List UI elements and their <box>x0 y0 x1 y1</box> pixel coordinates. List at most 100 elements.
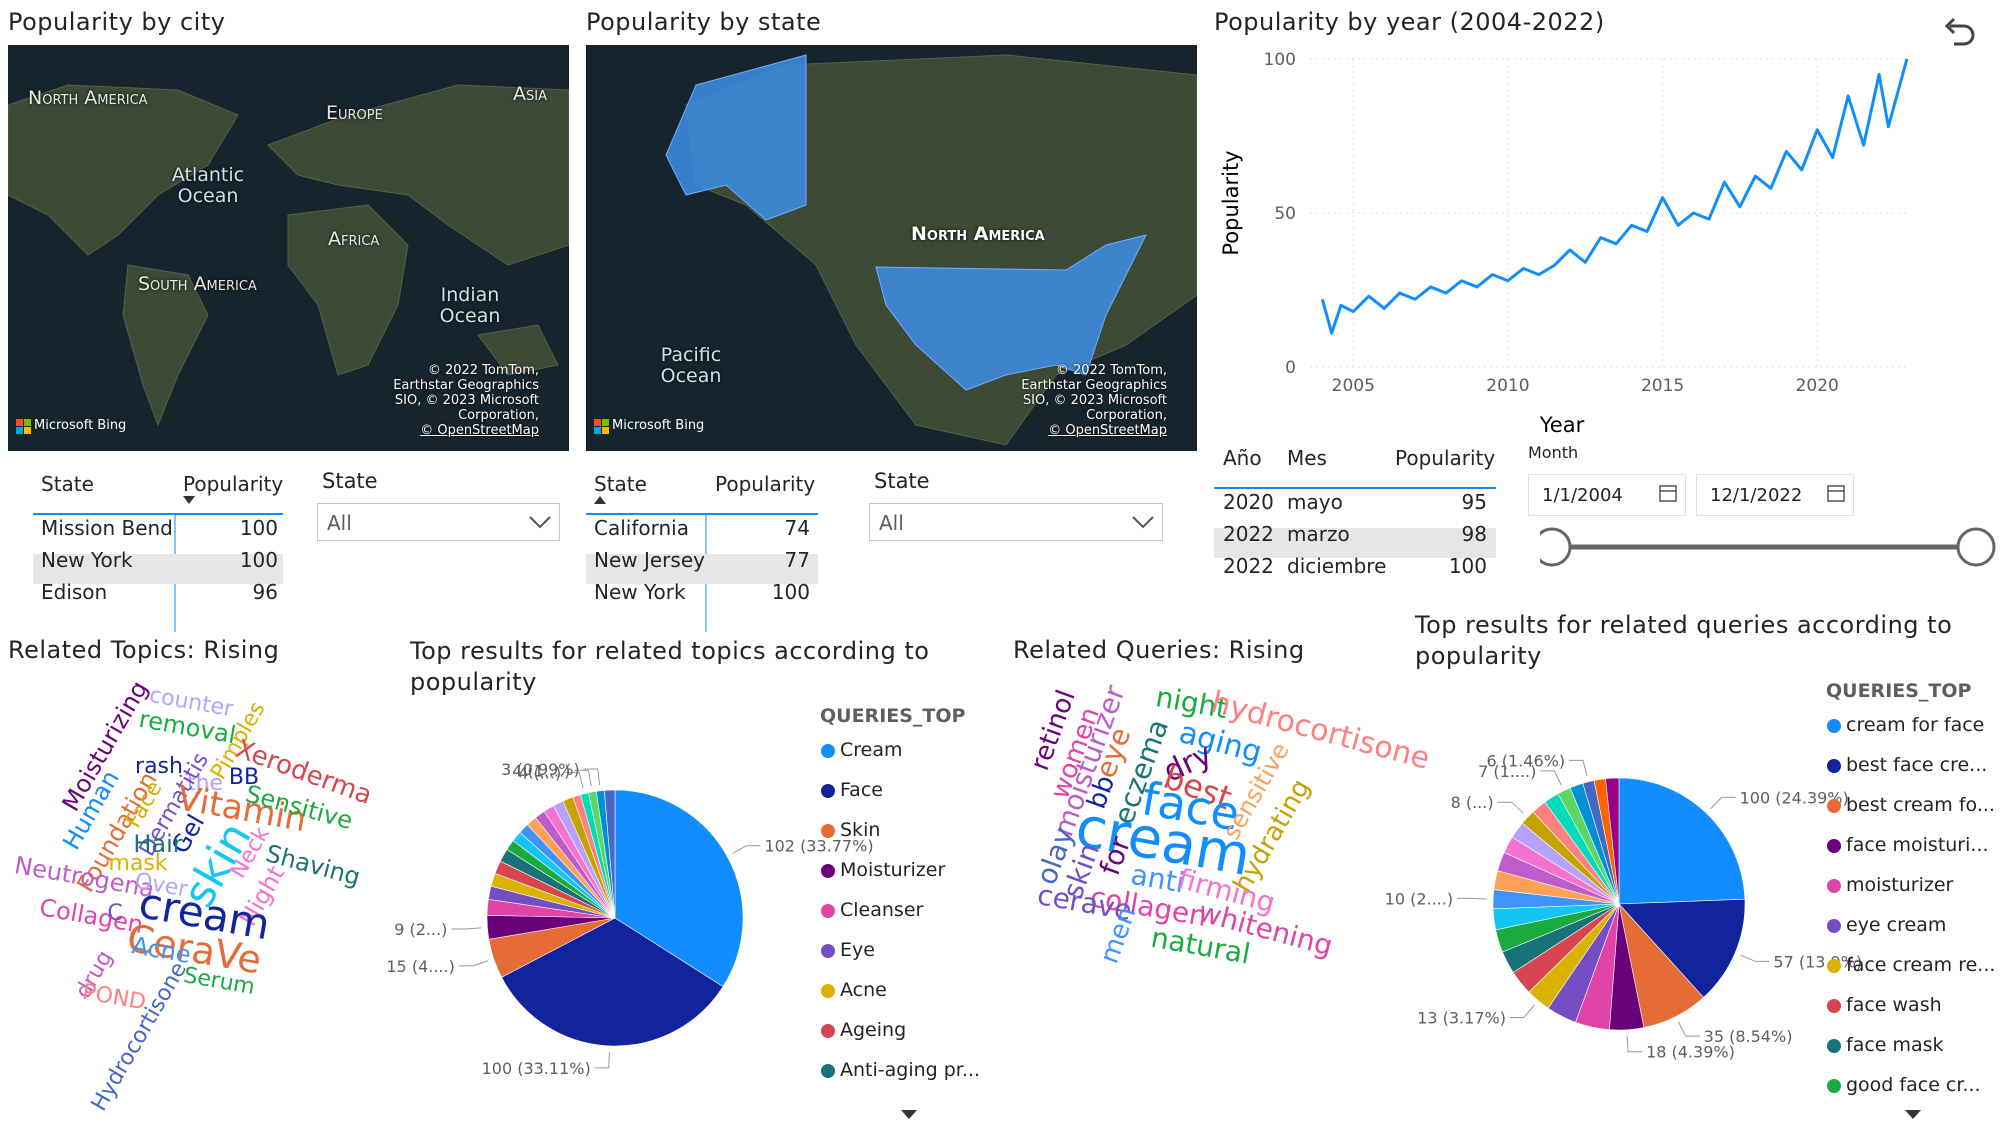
legend-entry[interactable]: best cream fo... <box>1846 794 1995 816</box>
land <box>267 84 569 266</box>
legend-entry[interactable]: Eye <box>840 939 875 961</box>
attribution-line: © 2022 TomTom, <box>1055 363 1167 378</box>
date-box[interactable] <box>1696 474 1854 516</box>
legend-entry[interactable]: face mask <box>1846 1034 1944 1056</box>
legend-dot <box>821 1064 835 1078</box>
sort-arrow <box>594 496 606 504</box>
legend-entry[interactable]: moisturizer <box>1846 874 1954 896</box>
legend-marker <box>821 944 835 958</box>
cloud-word: men <box>1095 903 1143 968</box>
legend-entry[interactable]: face moisturi... <box>1846 834 1989 856</box>
logo-square <box>16 419 23 426</box>
cloud-word: Night <box>234 861 290 931</box>
chart-title: Related Topics: Rising <box>8 636 280 664</box>
data-label: 4 (1....) <box>512 761 570 780</box>
legend-entry[interactable]: Face <box>840 779 883 801</box>
legend-marker <box>1827 1079 1841 1093</box>
legend-dot <box>821 904 835 918</box>
down-arrow <box>1905 1110 1921 1119</box>
logo-square <box>594 419 601 426</box>
chart-title: Top results for related queries accordin… <box>1415 611 1953 670</box>
legend-entry[interactable]: Cleanser <box>840 899 924 921</box>
legend-entry[interactable]: Moisturizer <box>840 859 946 881</box>
legend-entry[interactable]: Skin <box>840 819 881 841</box>
cloud-word: women <box>1045 704 1106 804</box>
leader-line <box>451 927 482 930</box>
attribution-line: Earthstar Geographics <box>1021 378 1167 393</box>
land <box>8 84 239 256</box>
legend-entry[interactable]: cream for face <box>1846 714 1985 736</box>
legend-dot <box>1827 959 1841 973</box>
row-band <box>1214 528 1496 558</box>
legend-dot <box>1827 919 1841 933</box>
slicer-title: State <box>322 469 378 493</box>
data-label: 35 (8.54%) <box>1704 1027 1793 1046</box>
data-label: 7 (1....) <box>1478 762 1536 781</box>
map-label: South America <box>138 273 257 295</box>
table-lines <box>586 513 818 632</box>
legend-entry[interactable]: Anti-aging pr... <box>840 1059 980 1081</box>
legend-dot <box>821 944 835 958</box>
legend-entry[interactable]: best face cre... <box>1846 754 1988 776</box>
undo-icon[interactable] <box>1940 12 1980 52</box>
cloud-word: Neutrogena <box>12 851 156 903</box>
attribution-line: SIO, © 2023 Microsoft <box>1022 393 1167 408</box>
legend-entry[interactable]: face wash <box>1846 994 1942 1016</box>
dropdown[interactable] <box>317 503 560 541</box>
cloud-word: Vitamin <box>174 778 309 840</box>
attribution-line: SIO, © 2023 Microsoft <box>394 393 539 408</box>
cloud-word: Face <box>121 777 168 833</box>
ocean-label: Indian Ocean <box>439 284 501 327</box>
cloud-word: Acne <box>130 931 193 969</box>
row-band <box>586 554 818 584</box>
dropdown[interactable] <box>869 503 1163 541</box>
legend-entry[interactable]: Cream <box>840 739 903 761</box>
legend-entry[interactable]: good face cr... <box>1846 1074 1981 1096</box>
attribution-line: © OpenStreetMap <box>420 423 539 438</box>
slider-handle[interactable] <box>1956 527 1996 567</box>
pie-slice <box>614 789 744 988</box>
legend-entry[interactable]: Ageing <box>840 1019 907 1041</box>
table-cell: New York <box>594 580 686 604</box>
attribution-line: Earthstar Geographics <box>393 378 539 393</box>
cloud-word: firming <box>1174 862 1278 920</box>
data-label: 102 (33.77%) <box>764 837 873 856</box>
cloud-word: Serum <box>182 963 257 1000</box>
date-value: 12/1/2022 <box>1710 485 1803 506</box>
dropdown-box <box>317 503 560 541</box>
legend-marker <box>1827 759 1841 773</box>
leader-line <box>1569 759 1588 777</box>
date-box[interactable] <box>1528 474 1686 516</box>
table-cell: 2022 <box>1223 554 1274 578</box>
cloud-word: Moisturizing <box>57 676 154 816</box>
cloud-word: natural <box>1149 921 1253 971</box>
legend-marker <box>821 824 835 838</box>
table-cell: 100 <box>1448 554 1487 578</box>
legend-dot <box>1827 1039 1841 1053</box>
legend-entry[interactable]: eye cream <box>1846 914 1947 936</box>
cloud-word: mask <box>108 851 167 876</box>
leader-line <box>1678 1021 1700 1037</box>
table-cell: diciembre <box>1287 554 1387 578</box>
cloud-word: Dermatitis <box>135 749 214 861</box>
chevron <box>529 516 551 529</box>
chart-title: Popularity by year (2004-2022) <box>1214 8 1605 36</box>
cloud-word: Pimples <box>206 698 270 784</box>
table-cell: 2022 <box>1223 522 1274 546</box>
legend-dot <box>1827 879 1841 893</box>
logo-square <box>602 427 609 434</box>
legend-entry[interactable]: Acne <box>840 979 887 1001</box>
attribution: © 2022 TomTom, Earthstar Geographics SIO, … <box>1007 363 1167 438</box>
cloud-word: olay <box>1030 823 1081 889</box>
slider-handle[interactable] <box>1540 527 1572 567</box>
table-cell: 100 <box>239 548 278 572</box>
legend-entry[interactable]: face cream re... <box>1846 954 1996 976</box>
legend-more-arrow <box>1905 1110 1921 1119</box>
legend-marker <box>821 1064 835 1078</box>
legend-marker <box>821 904 835 918</box>
cloud-word: skin <box>173 814 261 916</box>
legend-marker <box>821 744 835 758</box>
x-tick-label: 2020 <box>1796 376 1839 396</box>
cloud-word: removal <box>137 705 238 750</box>
legend-marker <box>821 1024 835 1038</box>
